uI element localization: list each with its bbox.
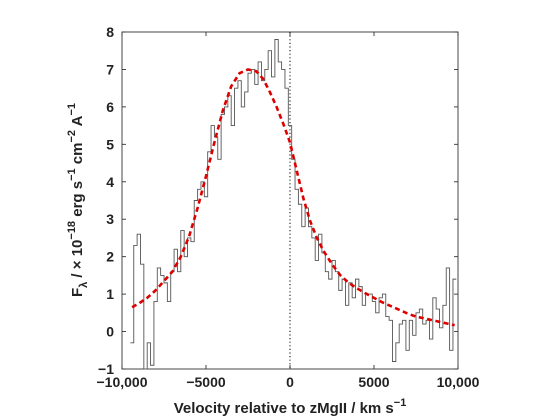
y-axis-label-part: cm — [69, 143, 86, 169]
y-axis-label-part: erg s — [69, 181, 86, 221]
y-axis-label-part: A — [69, 115, 86, 130]
y-tick-label: 4 — [106, 174, 114, 190]
y-tick-label: 8 — [106, 24, 114, 40]
x-tick-label: 5000 — [358, 374, 389, 390]
y-tick-label: 3 — [106, 211, 114, 227]
y-axis-label-part: −1 — [66, 103, 78, 116]
spectrum-histogram-line — [130, 39, 457, 370]
y-tick-label: −1 — [98, 361, 114, 377]
x-tick-label: 10,000 — [437, 374, 480, 390]
y-tick-label: 2 — [106, 249, 114, 265]
y-tick-label: 1 — [106, 286, 114, 302]
y-axis-label: Fλ / × 10−18 erg s−1 cm−2 A−1 — [66, 103, 90, 297]
y-axis-label-part: −18 — [66, 221, 78, 240]
y-tick-label: 7 — [106, 61, 114, 77]
y-tick-label: 6 — [106, 99, 114, 115]
x-tick-label: −5000 — [186, 374, 226, 390]
axis-ticks — [121, 31, 459, 370]
x-axis-label-sup: −1 — [394, 397, 407, 409]
y-axis-label-part: λ — [78, 282, 90, 288]
x-tick-label: −10,000 — [97, 374, 148, 390]
y-tick-label: 5 — [106, 136, 114, 152]
series-group — [130, 39, 457, 370]
y-axis-label-part: −2 — [66, 130, 78, 143]
y-axis-label-part: F — [69, 288, 86, 297]
y-tick-label: 0 — [106, 324, 114, 340]
y-axis-label-part: / × 10 — [69, 240, 86, 282]
y-axis-label-part: −1 — [66, 168, 78, 181]
x-tick-label: 0 — [286, 374, 294, 390]
model-fit-dashed-line — [131, 68, 455, 327]
x-axis-label-main: Velocity relative to zMgII / km s — [174, 400, 394, 417]
x-axis-label: Velocity relative to zMgII / km s−1 — [174, 397, 407, 417]
tick-labels: −10,000 −5000 0 5000 10,000 −1 0 1 2 3 4 5 6 7 8 — [97, 24, 480, 390]
